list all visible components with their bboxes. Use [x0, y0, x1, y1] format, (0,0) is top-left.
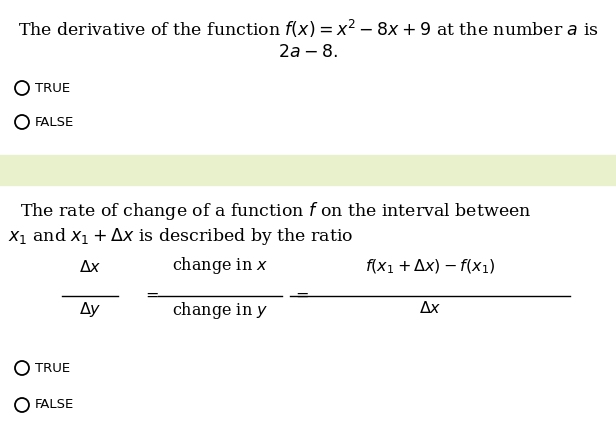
Text: $x_1$ and $x_1 + \Delta x$ is described by the ratio: $x_1$ and $x_1 + \Delta x$ is described …	[8, 226, 354, 247]
Text: $\Delta y$: $\Delta y$	[79, 300, 101, 319]
Text: FALSE: FALSE	[35, 399, 75, 411]
Text: TRUE: TRUE	[35, 81, 70, 95]
Text: The derivative of the function $f(x) = x^2 - 8x + 9$ at the number $a$ is: The derivative of the function $f(x) = x…	[18, 18, 598, 40]
Text: $2a - 8.$: $2a - 8.$	[278, 44, 338, 61]
Text: FALSE: FALSE	[35, 116, 75, 128]
Text: change in $x$: change in $x$	[172, 255, 268, 276]
Text: The rate of change of a function $f$ on the interval between: The rate of change of a function $f$ on …	[20, 200, 532, 222]
Text: $\Delta x$: $\Delta x$	[79, 259, 101, 276]
Text: TRUE: TRUE	[35, 361, 70, 374]
Bar	[0, 155, 616, 185]
Text: $\Delta x$: $\Delta x$	[419, 300, 441, 317]
Text: $=$: $=$	[142, 286, 158, 303]
Text: $f(x_1 + \Delta x) - f(x_1)$: $f(x_1 + \Delta x) - f(x_1)$	[365, 258, 495, 276]
Text: $=$: $=$	[291, 286, 309, 303]
Text: change in $y$: change in $y$	[172, 300, 268, 321]
